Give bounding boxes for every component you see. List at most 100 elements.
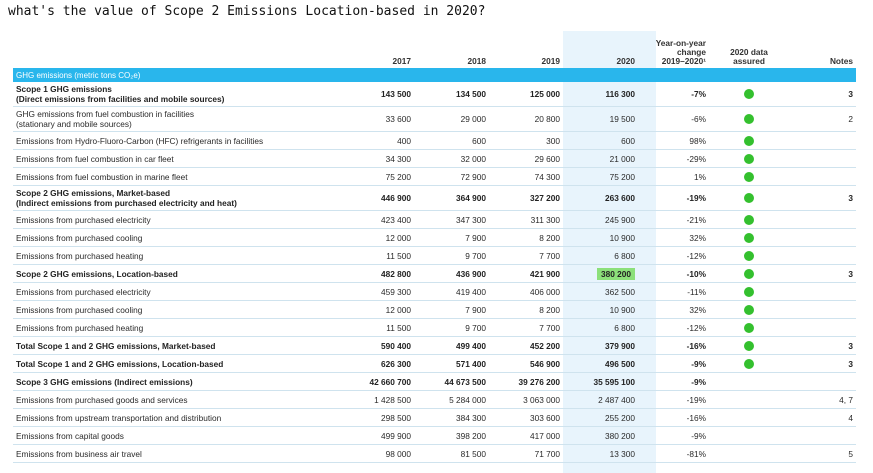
cell-v2020: 75 200 — [563, 167, 638, 186]
table-row: Emissions from business air travel 98 000… — [13, 444, 856, 463]
row-label: Emissions from upstream transportation a… — [13, 408, 333, 427]
cell-yoy: 1% — [638, 167, 709, 186]
cell-v2019: 29 600 — [489, 149, 563, 168]
header-assured-line: 2020 data — [730, 47, 768, 57]
cell-yoy: -19% — [638, 390, 709, 409]
cell-notes — [789, 149, 856, 168]
cell-yoy: -9% — [638, 426, 709, 445]
cell-assured — [709, 131, 789, 150]
cell-notes: 2 — [789, 106, 856, 132]
header-yoy-line: Year-on-year — [655, 38, 706, 48]
table-row: Emissions from purchased electricity 459 … — [13, 282, 856, 301]
assured-dot-icon — [744, 135, 754, 146]
cell-v2020: 19 500 — [563, 106, 638, 132]
cell-yoy: -12% — [638, 318, 709, 337]
table-row: Emissions from fuel combustion in marine… — [13, 167, 856, 186]
row-label: Emissions from purchased goods and servi… — [13, 390, 333, 409]
cell-v2017: 98 000 — [333, 444, 414, 463]
cell-assured — [709, 444, 789, 463]
cell-yoy: -12% — [638, 246, 709, 265]
cell-v2020: 245 900 — [563, 210, 638, 229]
row-label: Emissions from purchased electricity — [13, 282, 333, 301]
row-label-line: (stationary and mobile sources) — [16, 119, 132, 129]
cell-assured — [709, 318, 789, 337]
cell-assured — [709, 246, 789, 265]
cell-notes — [789, 167, 856, 186]
table-row: Emissions from upstream transportation a… — [13, 408, 856, 427]
cell-v2019: 452 200 — [489, 336, 563, 355]
table-row: Emissions from purchased goods and servi… — [13, 390, 856, 409]
cell-assured — [709, 354, 789, 373]
question-text: what's the value of Scope 2 Emissions Lo… — [8, 4, 486, 19]
row-label: Emissions from business air travel — [13, 444, 333, 463]
table-row: Scope 2 GHG emissions, Market-based (Indi… — [13, 185, 856, 211]
cell-v2017: 626 300 — [333, 354, 414, 373]
assured-dot-icon — [744, 89, 754, 100]
cell-v2019: 8 200 — [489, 228, 563, 247]
header-label-column — [13, 31, 333, 68]
cell-v2017: 590 400 — [333, 336, 414, 355]
cell-yoy: 32% — [638, 300, 709, 319]
cell-v2017: 459 300 — [333, 282, 414, 301]
assured-dot-icon — [744, 153, 754, 164]
cell-v2019: 327 200 — [489, 185, 563, 211]
header-yoy-line: change — [676, 47, 706, 57]
table-row: GHG emissions from fuel combustion in fa… — [13, 106, 856, 132]
cell-yoy: -16% — [638, 408, 709, 427]
row-label: Emissions from fuel combustion in marine… — [13, 167, 333, 186]
cell-v2019: 7 700 — [489, 318, 563, 337]
cell-assured — [709, 167, 789, 186]
cell-v2019: 39 276 200 — [489, 372, 563, 391]
cell-notes — [789, 300, 856, 319]
row-label-line: Emissions from purchased goods and servi… — [16, 394, 188, 405]
cell-notes: 4 — [789, 408, 856, 427]
row-label: Emissions from purchased heating — [13, 246, 333, 265]
cell-yoy: -21% — [638, 210, 709, 229]
cell-notes: 3 — [789, 336, 856, 355]
cell-v2020: 13 300 — [563, 444, 638, 463]
row-label-line: Emissions from purchased cooling — [16, 304, 143, 315]
cell-v2020: 6 800 — [563, 318, 638, 337]
cell-v2020: 2 487 400 — [563, 390, 638, 409]
cell-v2018: 134 500 — [414, 82, 489, 107]
cell-v2020: 10 900 — [563, 228, 638, 247]
table-row: Emissions from purchased heating 11 500 9 … — [13, 246, 856, 265]
assured-dot-icon — [744, 358, 754, 369]
cell-v2018: 44 673 500 — [414, 372, 489, 391]
cell-assured — [709, 300, 789, 319]
cell-yoy: 32% — [638, 228, 709, 247]
cell-yoy: -9% — [638, 372, 709, 391]
ghg-emissions-table-container: 2017 2018 2019 2020 Year-on-year change … — [13, 31, 856, 473]
cell-v2018: 5 284 000 — [414, 390, 489, 409]
assured-dot-icon — [744, 322, 754, 333]
cell-v2018: 7 900 — [414, 300, 489, 319]
cell-v2018: 364 900 — [414, 185, 489, 211]
cell-v2018: 600 — [414, 131, 489, 150]
row-label: Emissions from purchased cooling — [13, 228, 333, 247]
assured-dot-icon — [744, 268, 754, 279]
table-row: Emissions from capital goods 499 900 398 2… — [13, 426, 856, 445]
cell-notes — [789, 246, 856, 265]
cell-yoy: -19% — [638, 185, 709, 211]
row-label-line: Emissions from purchased cooling — [16, 232, 143, 243]
row-label-line: Scope 1 GHG emissions — [16, 84, 112, 94]
section-title: GHG emissions (metric tons CO₂e) — [13, 68, 856, 82]
row-label: Scope 2 GHG emissions, Market-based (Indi… — [13, 185, 333, 211]
table-header-row: 2017 2018 2019 2020 Year-on-year change … — [13, 31, 856, 68]
cell-v2018: 9 700 — [414, 246, 489, 265]
header-assured: 2020 data assured — [709, 31, 789, 68]
cell-assured — [709, 149, 789, 168]
cell-v2017: 446 900 — [333, 185, 414, 211]
cell-assured — [709, 228, 789, 247]
cell-v2018: 81 500 — [414, 444, 489, 463]
cell-v2020: 255 200 — [563, 408, 638, 427]
cell-v2018: 32 000 — [414, 149, 489, 168]
cell-v2017: 42 660 700 — [333, 372, 414, 391]
cell-yoy: -11% — [638, 282, 709, 301]
cell-notes: 5 — [789, 444, 856, 463]
cell-v2019: 406 000 — [489, 282, 563, 301]
cell-v2017: 33 600 — [333, 106, 414, 132]
cell-v2017: 400 — [333, 131, 414, 150]
cell-notes — [789, 228, 856, 247]
row-label: Scope 2 GHG emissions, Location-based — [13, 264, 333, 283]
